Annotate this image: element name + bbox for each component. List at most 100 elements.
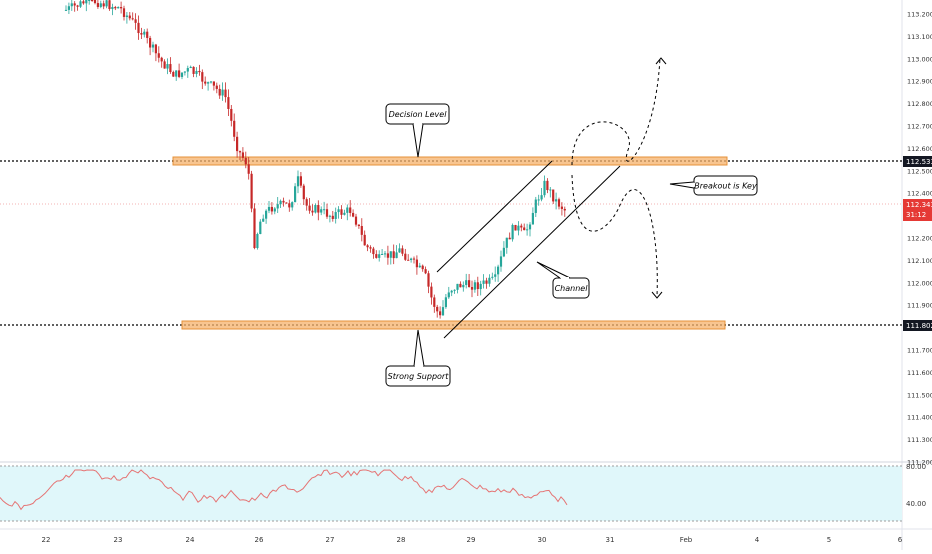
candle-body [276, 204, 279, 209]
candle-body [456, 283, 459, 290]
candle-body [398, 248, 401, 253]
channel-callout[interactable]: Channel [536, 261, 590, 299]
candle-body [302, 185, 305, 200]
candle-body [528, 224, 532, 230]
time-tick-label: 29 [467, 536, 476, 544]
candle-body [70, 3, 73, 7]
candle-body [209, 81, 213, 83]
candle-body [180, 72, 184, 77]
candle-body [340, 209, 343, 215]
candle-body [154, 44, 157, 54]
candle-body [169, 64, 172, 73]
support-price-tag[interactable]: 111.802 [903, 320, 932, 331]
current-price-tag[interactable]: 112.343 31:12 [903, 199, 932, 221]
candle-body [311, 210, 314, 213]
candle-body [555, 199, 558, 202]
support-zone[interactable] [181, 320, 726, 330]
candle-body [389, 251, 392, 258]
candle-body [328, 215, 331, 217]
candle-body [552, 189, 555, 202]
candle-body [108, 0, 111, 10]
candle-body [543, 180, 546, 196]
candle-body [488, 277, 491, 284]
candle-body [323, 209, 326, 211]
candle-body [320, 209, 323, 213]
candle-body [128, 15, 131, 19]
candle-body [143, 31, 146, 35]
candle-body [491, 276, 494, 278]
candle-body [265, 210, 268, 219]
time-tick-label: 5 [827, 536, 831, 544]
price-tick-label: 111.300 [907, 436, 932, 444]
candle-body [96, 3, 99, 7]
candle-body [64, 9, 68, 11]
candle-body [415, 259, 418, 268]
candle-body [296, 176, 300, 187]
decision-level-label: Decision Level [389, 110, 448, 119]
candle-body [482, 280, 485, 284]
time-tick-label: 27 [326, 536, 335, 544]
candle-body [520, 225, 523, 228]
price-tick-label: 112.100 [907, 257, 932, 265]
decision-level-callout[interactable]: Decision Level [385, 103, 450, 158]
candle-body [233, 120, 236, 137]
candle-body [93, 0, 97, 4]
candle-body [450, 290, 453, 293]
candle-body [114, 7, 117, 9]
price-tick-label: 111.200 [907, 459, 932, 467]
support-label: Strong Support [388, 372, 450, 381]
resistance-price-tag[interactable]: 112.533 [903, 156, 932, 167]
candle-body [227, 97, 230, 109]
candle-body [549, 189, 552, 191]
candle-body [395, 252, 398, 259]
rsi-band [0, 466, 902, 521]
candle-body [236, 136, 239, 152]
price-tick-label: 112.800 [907, 100, 932, 108]
candle-body [172, 72, 175, 77]
candle-body [195, 70, 198, 74]
channel-upper-line[interactable] [436, 160, 553, 273]
candle-body [149, 37, 152, 48]
price-tick-label: 111.600 [907, 369, 932, 377]
candle-body [299, 176, 302, 186]
time-axis[interactable]: 22 23 24 26 27 28 29 30 31 Feb 4 5 6 [42, 536, 903, 544]
candle-body [175, 70, 178, 77]
time-tick-label: 4 [755, 536, 760, 544]
candle-body [212, 81, 215, 86]
channel-lower-line[interactable] [443, 165, 621, 339]
time-tick-label: 30 [538, 536, 547, 544]
candle-body [85, 0, 88, 4]
resistance-zone[interactable] [172, 156, 728, 166]
breakout-callout[interactable]: Breakout is Key [669, 175, 758, 196]
candle-body [134, 19, 137, 23]
candle-body [369, 247, 372, 249]
candle-body [383, 253, 387, 255]
time-tick-label: 26 [255, 536, 264, 544]
candle-body [444, 297, 447, 308]
candle-body [479, 283, 482, 290]
support-callout[interactable]: Strong Support [385, 329, 451, 387]
candle-body [253, 208, 256, 249]
time-tick-label: 22 [42, 536, 51, 544]
candle-body [259, 221, 262, 235]
candle-body [151, 44, 155, 48]
price-tick-label: 111.700 [907, 347, 932, 355]
candle-body [357, 224, 360, 227]
candle-body [453, 289, 456, 291]
candle-body [331, 215, 334, 219]
candle-body [120, 7, 123, 9]
candle-body [267, 206, 271, 211]
candle-body [334, 212, 337, 219]
candle-body [314, 205, 317, 213]
candles-group [64, 0, 566, 319]
price-axis[interactable]: 113.200 113.100 113.000 112.900 112.800 112.7… [907, 11, 932, 467]
candle-body [441, 307, 445, 316]
candle-body [459, 283, 462, 288]
candle-body [418, 265, 421, 268]
bearish-projection-path [571, 174, 658, 297]
candle-body [91, 0, 94, 1]
candle-body [178, 70, 181, 77]
candle-body [183, 71, 186, 73]
